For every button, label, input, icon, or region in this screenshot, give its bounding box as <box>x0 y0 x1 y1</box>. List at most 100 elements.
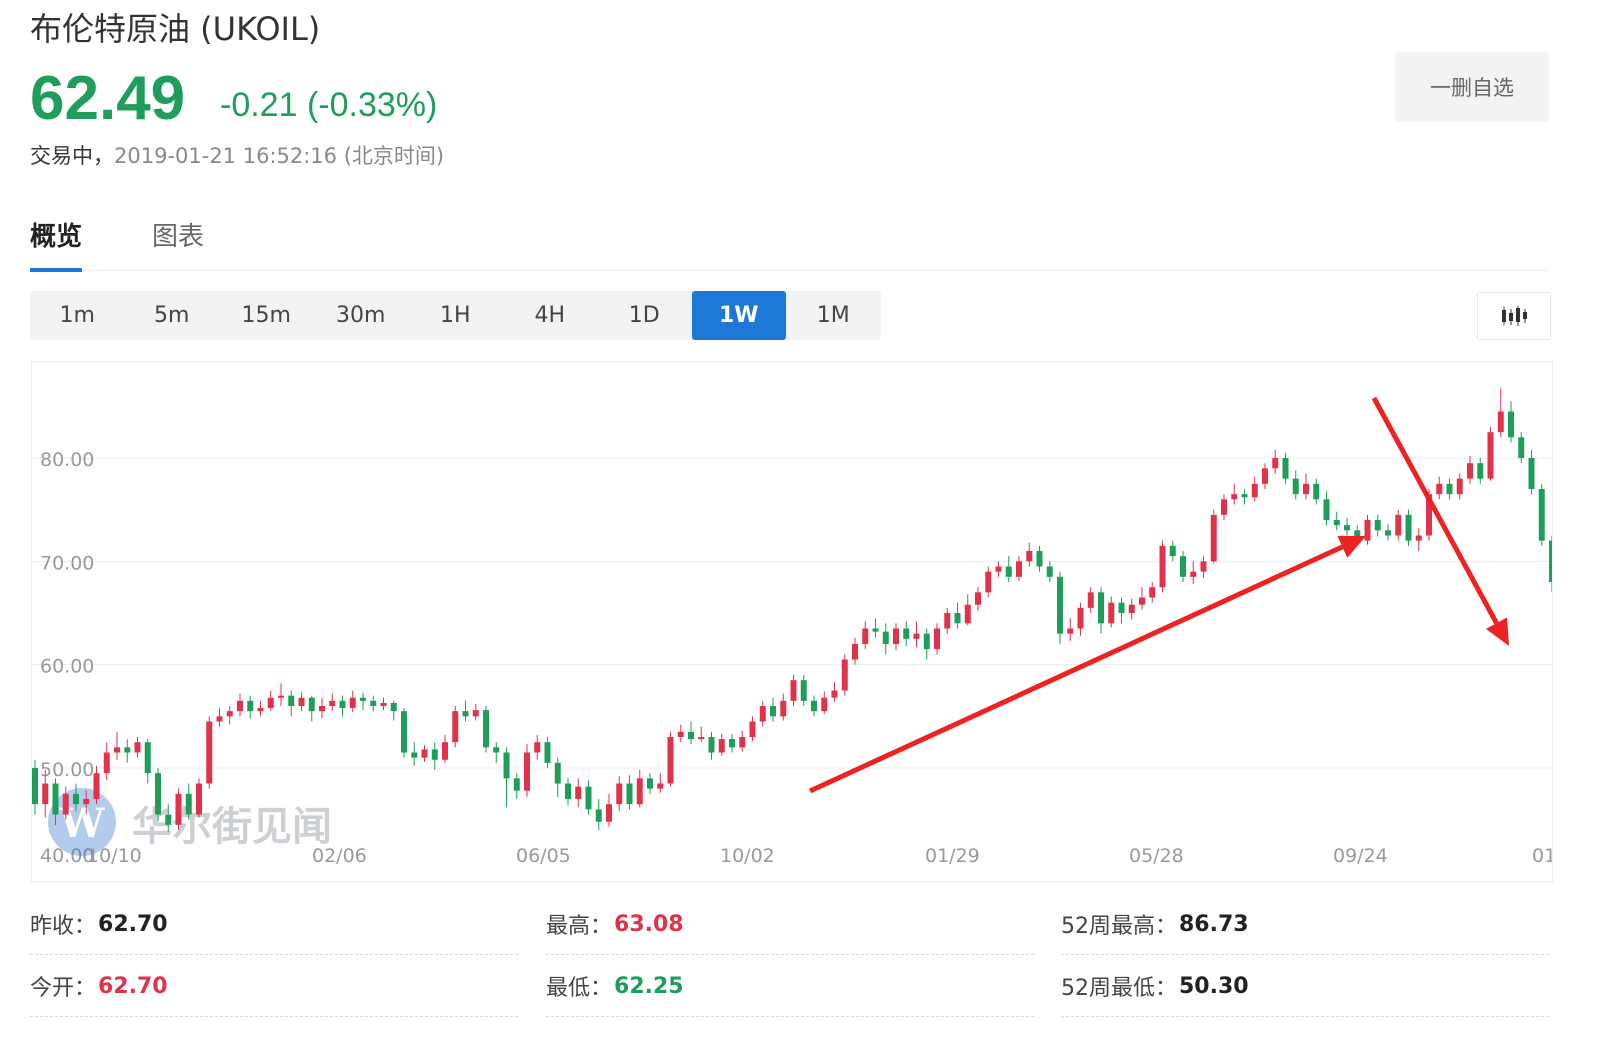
candle-body <box>1344 525 1350 531</box>
candle-body <box>1518 437 1525 458</box>
candle-body <box>401 711 407 753</box>
remove-watchlist-button[interactable]: 一删自选 <box>1395 52 1549 122</box>
candle-body <box>442 742 448 760</box>
candle-body <box>349 697 356 709</box>
y-tick-label: 50.00 <box>40 759 94 781</box>
x-tick-label: 05/28 <box>1129 845 1184 867</box>
candle-body <box>698 737 705 740</box>
candle-body <box>370 700 377 706</box>
candle-body <box>196 783 202 815</box>
candle-body <box>226 711 233 717</box>
y-tick-label: 70.00 <box>40 552 94 574</box>
candle-body <box>288 695 295 706</box>
y-tick-label: 60.00 <box>40 656 94 678</box>
candle-body <box>483 710 489 748</box>
candle-body <box>83 799 90 805</box>
period-1mo[interactable]: 1M <box>816 303 850 328</box>
candle-body <box>565 783 571 799</box>
candle-body <box>1200 561 1207 572</box>
candle-body <box>749 721 756 737</box>
candle-body <box>1374 520 1381 531</box>
x-tick-label: 06/05 <box>516 845 571 867</box>
period-1m[interactable]: 1m <box>59 303 95 328</box>
x-tick-label: 01/29 <box>925 845 980 867</box>
stat-open: 今开： 62.70 <box>30 956 518 1017</box>
period-30m[interactable]: 30m <box>336 303 386 328</box>
candle-body <box>1292 478 1299 495</box>
candle-body <box>73 793 79 805</box>
candle-body <box>595 809 602 822</box>
candle-body <box>1231 494 1238 500</box>
candle-body <box>1282 458 1289 479</box>
candle-body <box>708 737 715 753</box>
candle-body <box>1303 483 1309 495</box>
candle-body <box>1477 463 1484 479</box>
candle-body <box>575 786 582 799</box>
watermark-text: 华尔街见闻 <box>132 803 332 850</box>
candle-body <box>1128 604 1135 613</box>
trading-status: 交易中，2019-01-21 16:52:16 (北京时间) <box>30 140 444 170</box>
candle-body <box>1364 520 1371 541</box>
candle-body <box>1108 602 1115 624</box>
period-1h[interactable]: 1H <box>439 303 471 328</box>
stat-value: 63.08 <box>614 911 684 937</box>
candle-body <box>1405 514 1412 541</box>
candle-body <box>1395 514 1402 536</box>
candle-body <box>1098 592 1104 624</box>
stat-prev-close: 昨收： 62.70 <box>30 894 518 955</box>
x-tick-label: 10/10 <box>87 845 142 867</box>
candle-body <box>1036 551 1043 567</box>
candle-body <box>647 778 653 789</box>
candle-body <box>298 697 305 706</box>
tab-chart[interactable]: 图表 <box>152 222 205 252</box>
candle-body <box>1549 540 1552 582</box>
candle-body <box>893 628 899 644</box>
candle-body <box>1415 535 1422 541</box>
period-1w[interactable]: 1W <box>691 291 786 340</box>
candle-body <box>1446 483 1453 495</box>
candle-body <box>175 793 182 825</box>
candle-body <box>32 768 38 805</box>
candle-body <box>257 708 264 712</box>
candle-body <box>544 742 551 763</box>
candle-body <box>821 697 828 712</box>
candle-body <box>841 659 848 691</box>
candle-body <box>1487 432 1494 479</box>
candle-body <box>1241 494 1248 498</box>
candle-body <box>62 793 69 815</box>
stat-label: 今开： <box>30 976 97 1001</box>
candle-body <box>462 711 469 717</box>
candle-body <box>1262 468 1268 484</box>
last-price: 62.49 <box>30 64 186 133</box>
candle-body <box>811 700 817 712</box>
chart-type-button[interactable] <box>1477 292 1551 340</box>
candle-body <box>308 697 315 712</box>
candle-body <box>790 680 797 701</box>
candle-body <box>1026 551 1033 562</box>
candle-body <box>934 628 940 650</box>
candle-body <box>452 711 459 743</box>
candle-body <box>626 783 633 805</box>
candle-body <box>1190 571 1197 577</box>
candle-body <box>185 793 192 815</box>
period-15m[interactable]: 15m <box>241 303 291 328</box>
main-tabs: 概览 图表 <box>30 210 1550 272</box>
candle-body <box>165 814 172 825</box>
period-1d[interactable]: 1D <box>628 303 660 328</box>
candle-body <box>975 592 981 605</box>
candle-body <box>1497 411 1504 433</box>
candle-body <box>1046 566 1053 577</box>
candle-body <box>1118 602 1125 613</box>
period-5m[interactable]: 5m <box>154 303 190 328</box>
tab-overview[interactable]: 概览 <box>30 216 83 272</box>
stat-low: 最低： 62.25 <box>546 956 1034 1017</box>
candle-body <box>1087 592 1094 608</box>
candle-body <box>1456 478 1463 495</box>
period-4h[interactable]: 4H <box>534 303 566 328</box>
candle-body <box>1016 561 1022 577</box>
candle-body <box>1221 499 1227 515</box>
x-tick-label: 09/24 <box>1333 845 1388 867</box>
price-chart[interactable]: 80.00 70.00 60.00 50.00 40.00 W 华尔街见闻 10/10 02/0… <box>31 361 1553 882</box>
candle-body <box>1149 587 1156 598</box>
